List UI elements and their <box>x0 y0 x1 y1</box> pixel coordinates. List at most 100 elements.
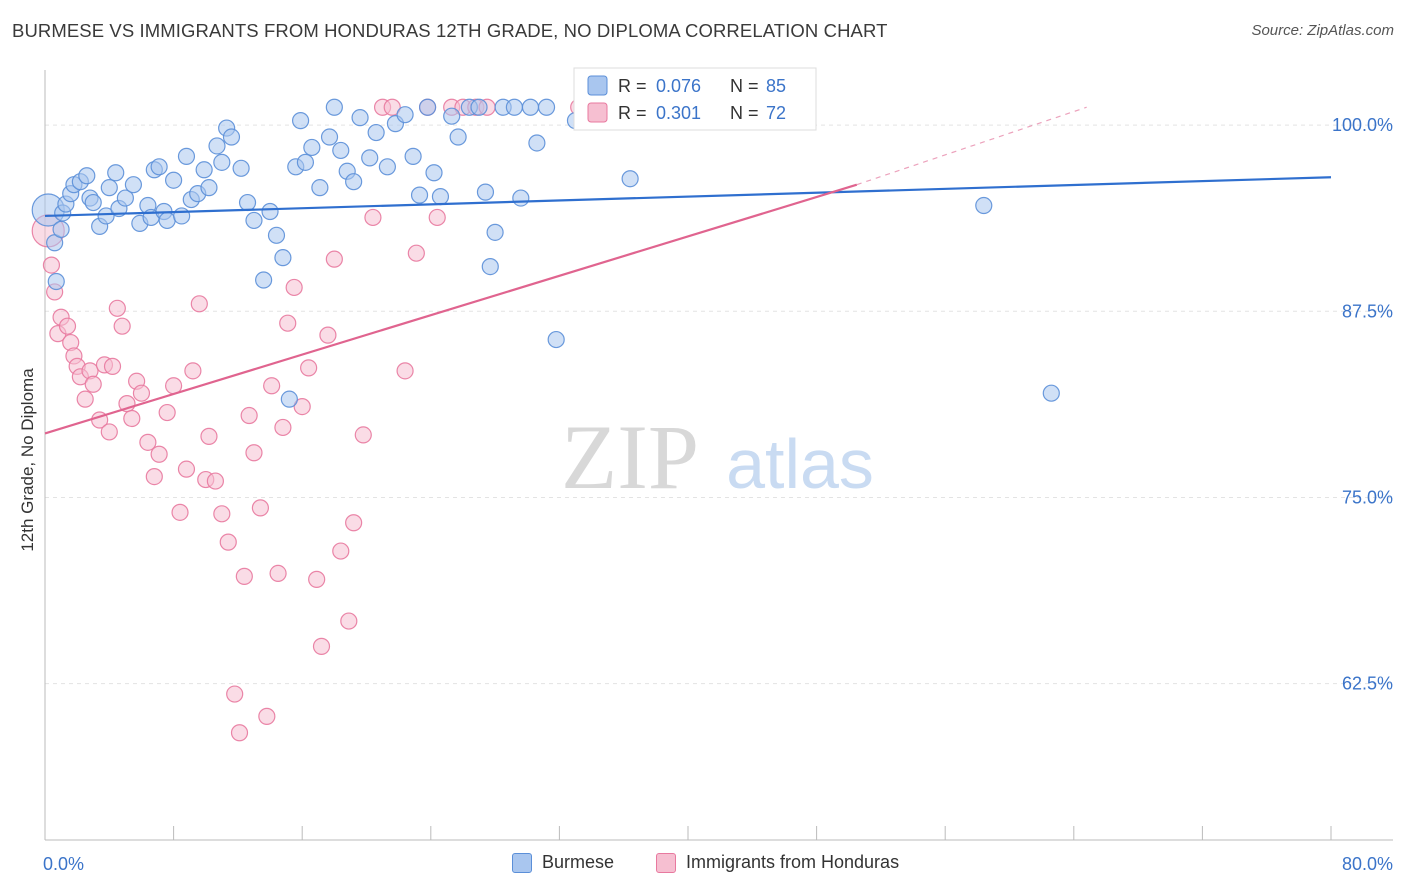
honduras-point <box>145 467 163 486</box>
legend-label-honduras: Immigrants from Honduras <box>686 852 900 872</box>
honduras-point <box>230 724 249 742</box>
honduras-point <box>58 317 77 335</box>
honduras-point <box>325 250 343 268</box>
legend-r-value-honduras: 0.301 <box>656 103 701 123</box>
y-tick-label: 75.0% <box>1342 487 1393 507</box>
burmese-point <box>418 98 437 116</box>
honduras-point <box>300 359 318 377</box>
burmese-point <box>351 109 369 127</box>
honduras-point <box>263 377 281 395</box>
burmese-point <box>107 164 125 182</box>
burmese-point <box>97 207 115 225</box>
honduras-point <box>177 460 196 478</box>
legend-r-label-honduras: R = <box>618 103 647 123</box>
honduras-point <box>312 637 331 655</box>
honduras-point <box>108 299 126 317</box>
burmese-point <box>481 257 499 276</box>
burmese-point <box>116 189 134 207</box>
burmese-point <box>325 98 343 116</box>
honduras-point <box>279 314 297 332</box>
honduras-point <box>184 362 202 380</box>
burmese-point <box>396 106 414 124</box>
honduras-point <box>245 444 263 462</box>
burmese-point <box>547 330 565 349</box>
burmese-point <box>150 158 168 176</box>
burmese-point <box>621 170 639 188</box>
legend-item-honduras[interactable]: Immigrants from Honduras <box>656 852 899 873</box>
burmese-point <box>177 147 196 165</box>
legend-item-burmese[interactable]: Burmese <box>512 852 614 873</box>
honduras-point <box>240 406 258 425</box>
burmese-point <box>78 167 96 185</box>
watermark: ZIP atlas <box>561 406 874 508</box>
honduras-trend-extension <box>856 106 1087 186</box>
honduras-point <box>76 390 94 408</box>
burmese-point <box>232 159 250 177</box>
legend-r-label-burmese: R = <box>618 76 647 96</box>
legend-box: R = 0.076 N = 85 R = 0.301 N = 72 <box>573 67 817 131</box>
burmese-point <box>505 98 523 116</box>
burmese-point <box>410 186 429 204</box>
honduras-point <box>206 472 224 490</box>
burmese-point <box>267 226 286 244</box>
x-tick-label-max: 80.0% <box>1342 854 1393 874</box>
burmese-point <box>431 187 450 206</box>
burmese-point <box>173 207 191 225</box>
burmese-point <box>47 272 65 291</box>
bottom-legend: Burmese Immigrants from Honduras <box>0 852 1406 878</box>
legend-swatch-burmese-bottom <box>512 852 532 873</box>
burmese-point <box>443 107 461 125</box>
honduras-point <box>340 612 358 630</box>
burmese-point <box>238 193 257 212</box>
burmese-point <box>512 189 530 207</box>
burmese-point <box>378 158 396 176</box>
honduras-point <box>407 244 425 262</box>
burmese-point <box>521 98 540 116</box>
burmese-point <box>528 134 546 152</box>
legend-label-burmese: Burmese <box>542 852 615 872</box>
x-tick-label-min: 0.0% <box>43 854 84 874</box>
honduras-point <box>219 533 237 551</box>
burmese-point <box>470 98 488 116</box>
burmese-point <box>52 220 70 238</box>
burmese-point <box>84 193 102 212</box>
burmese-point <box>537 98 556 116</box>
legend-n-value-honduras: 72 <box>766 103 786 123</box>
burmese-point <box>280 390 298 408</box>
burmese-point <box>311 179 329 197</box>
honduras-point <box>383 98 401 116</box>
burmese-point <box>291 112 310 130</box>
honduras-point <box>235 567 253 585</box>
honduras-point <box>285 278 303 297</box>
burmese-point <box>274 249 292 267</box>
honduras-point <box>332 542 350 560</box>
legend-n-label-honduras: N = <box>730 103 759 123</box>
honduras-point <box>103 357 122 375</box>
burmese-point <box>404 147 422 165</box>
honduras-point <box>258 707 276 725</box>
honduras-point <box>354 426 372 444</box>
honduras-point <box>293 397 311 416</box>
axes <box>44 70 1393 841</box>
burmese-point <box>245 211 263 230</box>
legend-swatch-honduras <box>587 102 608 123</box>
series-burmese-points <box>31 98 1060 408</box>
honduras-point <box>100 423 118 441</box>
honduras-point <box>139 433 157 451</box>
honduras-point <box>158 403 176 422</box>
burmese-point <box>449 128 467 146</box>
burmese-point <box>165 171 183 189</box>
burmese-point <box>255 271 273 289</box>
burmese-point <box>486 223 504 241</box>
honduras-point <box>396 362 414 380</box>
honduras-point <box>171 503 189 521</box>
burmese-point <box>296 153 315 171</box>
burmese-point <box>425 164 443 182</box>
honduras-point <box>84 375 102 393</box>
burmese-point <box>195 161 213 179</box>
legend-box-frame <box>573 67 817 131</box>
burmese-point <box>332 141 350 160</box>
burmese-point <box>303 138 321 157</box>
burmese-point <box>208 137 226 155</box>
